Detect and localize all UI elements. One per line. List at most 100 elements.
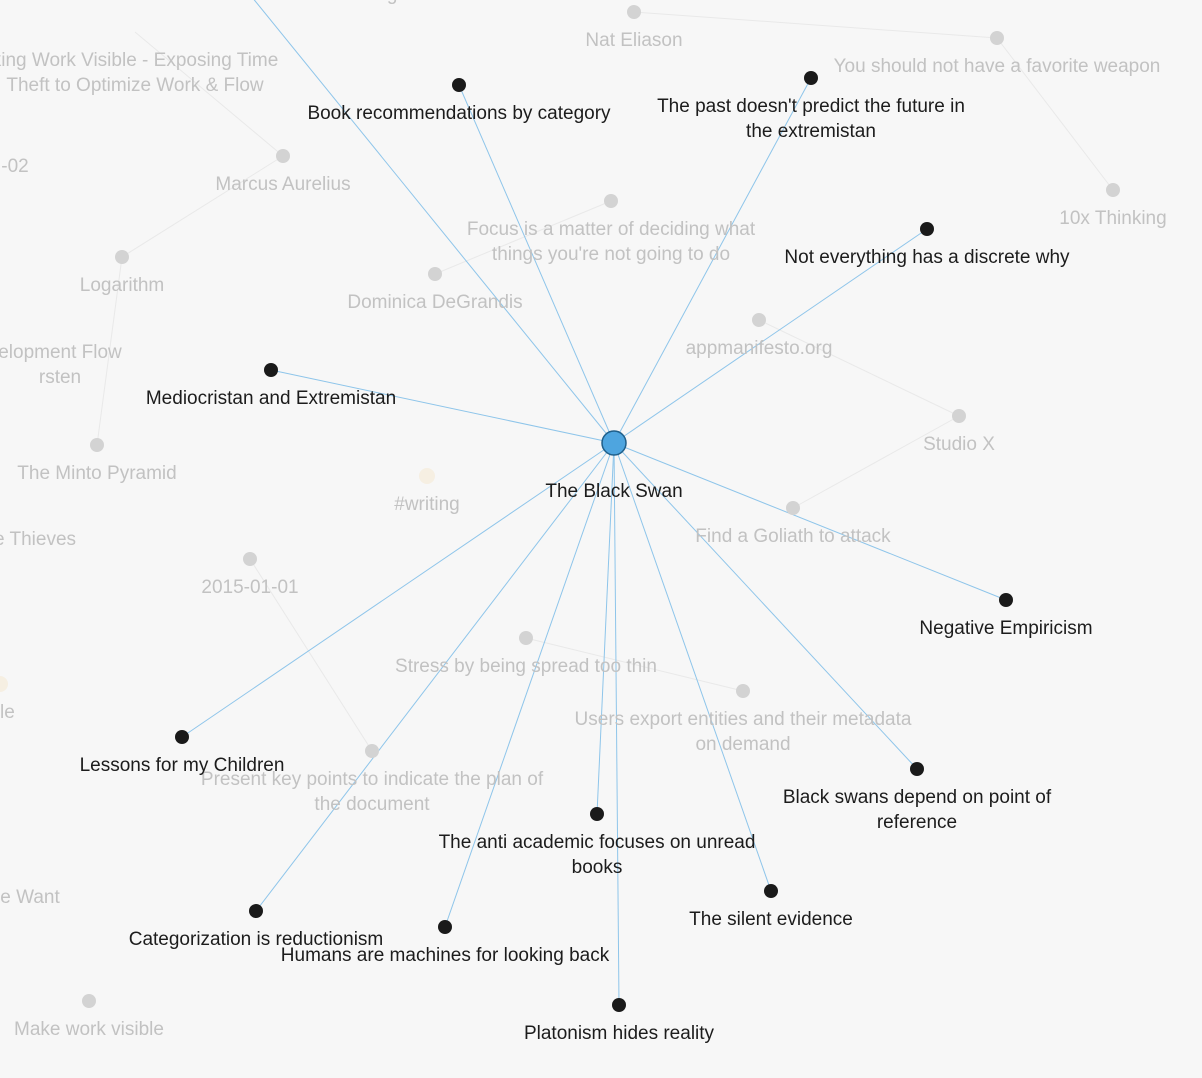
background-node-writing-tag[interactable]: #writing (394, 468, 459, 515)
node-dot[interactable] (438, 920, 452, 934)
node-dot[interactable] (920, 222, 934, 236)
background-node-label: The Minto Pyramid (17, 463, 176, 484)
node-dot[interactable] (115, 250, 129, 264)
node-dot[interactable] (365, 744, 379, 758)
linked-node-mediocristan[interactable]: Mediocristan and Extremistan (146, 363, 396, 409)
node-dot[interactable] (786, 501, 800, 515)
node-dot[interactable] (804, 71, 818, 85)
background-node-goliath[interactable]: Find a Goliath to attack (695, 501, 891, 547)
background-node-making-work-visible[interactable]: king Work Visible - Exposing Time Theft t… (0, 50, 278, 96)
linked-node-silent-evidence[interactable]: The silent evidence (689, 884, 853, 930)
background-node-label: You should not have a favorite weapon (834, 56, 1161, 77)
background-node-label: 10x Thinking (1059, 208, 1166, 229)
background-node-focus-deciding[interactable]: Focus is a matter of deciding what things… (467, 194, 756, 265)
linked-node-label: Mediocristan and Extremistan (146, 388, 396, 409)
background-edge (759, 320, 959, 416)
background-node-label: Focus is a matter of deciding what (467, 219, 756, 240)
linked-node-platonism[interactable]: Platonism hides reality (524, 998, 715, 1044)
linked-node-black-swans-reference[interactable]: Black swans depend on point of reference (783, 762, 1052, 833)
background-node-label: Theft to Optimize Work & Flow (6, 75, 264, 96)
background-node-label: Logarithm (80, 275, 165, 296)
linked-node-label: Black swans depend on point of (783, 787, 1052, 808)
linked-node-label: Negative Empiricism (919, 618, 1092, 639)
background-node-logarithm[interactable]: Logarithm (80, 250, 165, 296)
node-dot[interactable] (990, 31, 1004, 45)
background-node-make-work-visible[interactable]: Make work visible (14, 994, 164, 1040)
background-node-favorite-weapon[interactable]: You should not have a favorite weapon (834, 31, 1161, 77)
background-node-thieves[interactable]: e Thieves (0, 529, 76, 550)
background-node-label: the document (314, 794, 430, 815)
edge-humans-machines (445, 443, 614, 927)
node-dot[interactable] (1106, 183, 1120, 197)
node-dot[interactable] (264, 363, 278, 377)
background-node-label: 10 Core Practices For Better Writing (93, 0, 398, 5)
background-node-label: 2015-01-01 (201, 577, 298, 598)
node-dot[interactable] (752, 313, 766, 327)
linked-node-not-everything-why[interactable]: Not everything has a discrete why (784, 222, 1070, 268)
center-node-label: The Black Swan (545, 481, 682, 502)
background-node-label: Make work visible (14, 1019, 164, 1040)
linked-nodes: Book recommendations by category The past… (80, 71, 1093, 1044)
center-edges (182, 0, 1006, 1005)
background-node-minto-pyramid[interactable]: The Minto Pyramid (17, 438, 176, 484)
background-node-dominica-degrandis[interactable]: Dominica DeGrandis (347, 267, 522, 313)
node-dot[interactable] (604, 194, 618, 208)
background-node-nat-eliason[interactable]: Nat Eliason (585, 5, 682, 51)
node-dot[interactable] (428, 267, 442, 281)
background-node-label: Marcus Aurelius (215, 174, 350, 195)
node-dot[interactable] (243, 552, 257, 566)
background-node-label: -02 (1, 156, 28, 177)
background-node-writing-practices[interactable]: 10 Core Practices For Better Writing (93, 0, 398, 5)
background-node-label: on demand (695, 734, 790, 755)
background-node-ten-x-thinking[interactable]: 10x Thinking (1059, 183, 1166, 229)
linked-node-label: Humans are machines for looking back (281, 945, 610, 966)
background-node-appmanifesto[interactable]: appmanifesto.org (686, 313, 833, 359)
background-node-development-flow[interactable]: elopment Flow rsten (0, 342, 122, 388)
node-dot[interactable] (590, 807, 604, 821)
background-node-studio-x[interactable]: Studio X (923, 409, 995, 455)
background-node-label: elopment Flow (0, 342, 122, 363)
node-dot[interactable] (90, 438, 104, 452)
node-dot[interactable] (952, 409, 966, 423)
background-edge (122, 156, 283, 257)
linked-node-anti-academic[interactable]: The anti academic focuses on unread books (439, 807, 756, 878)
node-dot[interactable] (764, 884, 778, 898)
background-node-date-partial[interactable]: -02 (1, 156, 28, 177)
node-dot[interactable] (910, 762, 924, 776)
node-dot[interactable] (999, 593, 1013, 607)
node-dot[interactable] (249, 904, 263, 918)
edge-negative-empiricism (614, 443, 1006, 600)
background-node-label: rsten (39, 367, 81, 388)
linked-node-book-recommendations[interactable]: Book recommendations by category (307, 78, 611, 124)
node-dot[interactable] (736, 684, 750, 698)
linked-node-negative-empiricism[interactable]: Negative Empiricism (919, 593, 1092, 639)
background-node-we-want[interactable]: e Want (0, 887, 60, 908)
tag-node-dot[interactable] (0, 676, 8, 692)
background-node-label: Users export entities and their metadata (575, 709, 912, 730)
node-dot[interactable] (627, 5, 641, 19)
background-node-label: Find a Goliath to attack (695, 526, 891, 547)
background-node-label: appmanifesto.org (686, 338, 833, 359)
node-dot[interactable] (175, 730, 189, 744)
linked-node-label: Lessons for my Children (80, 755, 285, 776)
node-dot[interactable] (612, 998, 626, 1012)
background-node-marcus-aurelius[interactable]: Marcus Aurelius (215, 149, 350, 195)
node-dot[interactable] (519, 631, 533, 645)
center-node[interactable] (602, 431, 626, 455)
node-dot[interactable] (452, 78, 466, 92)
linked-node-past-doesnt-predict[interactable]: The past doesn't predict the future in th… (657, 71, 965, 142)
linked-node-label: Book recommendations by category (307, 103, 611, 124)
linked-node-lessons-children[interactable]: Lessons for my Children (80, 730, 285, 776)
tag-node-dot[interactable] (419, 468, 435, 484)
background-node-label: e Thieves (0, 529, 76, 550)
background-node-stress-thin[interactable]: Stress by being spread too thin (395, 631, 657, 677)
background-node-agile[interactable]: gile (0, 676, 15, 723)
node-dot[interactable] (276, 149, 290, 163)
background-node-users-export[interactable]: Users export entities and their metadata… (575, 684, 912, 755)
background-node-date-2015[interactable]: 2015-01-01 (201, 552, 298, 598)
background-node-label: Studio X (923, 434, 995, 455)
linked-node-categorization[interactable]: Categorization is reductionism (129, 904, 384, 950)
background-node-label: Dominica DeGrandis (347, 292, 522, 313)
node-dot[interactable] (82, 994, 96, 1008)
